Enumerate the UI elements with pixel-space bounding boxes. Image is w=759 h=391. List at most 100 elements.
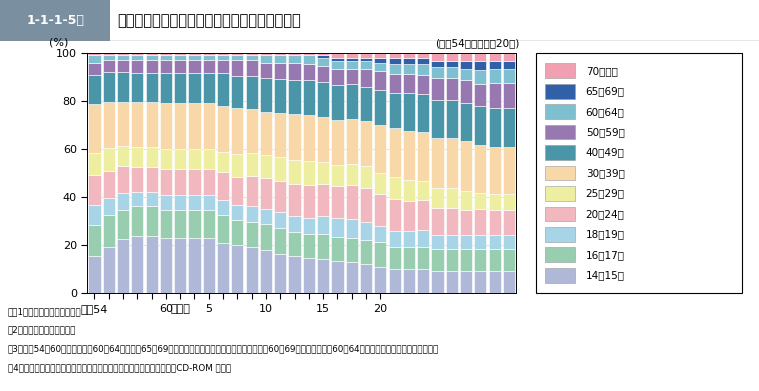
Bar — [88, 205, 100, 224]
Bar — [88, 256, 100, 293]
FancyBboxPatch shape — [546, 84, 575, 99]
Bar — [431, 61, 443, 66]
FancyBboxPatch shape — [546, 248, 575, 262]
Bar — [246, 56, 258, 61]
Bar — [146, 192, 158, 206]
Bar — [403, 53, 415, 58]
Bar — [431, 188, 443, 208]
Bar — [231, 75, 244, 108]
Bar — [474, 53, 487, 61]
Bar — [417, 181, 430, 200]
Bar — [117, 146, 129, 166]
Bar — [431, 208, 443, 235]
Bar — [332, 261, 344, 293]
Bar — [303, 53, 315, 56]
Bar — [117, 72, 129, 102]
Text: 3　昭和54～60年の間は，　60～64歳」と　65～69歳」を区分した統計データがないため，　60～69歳」の人員を　60～64年齢の人員として計上している。: 3 昭和54～60年の間は， 60～64歳」と 65～69歳」を区分した統計デー… — [8, 344, 439, 353]
Bar — [146, 53, 158, 55]
Bar — [489, 53, 501, 61]
Bar — [274, 254, 286, 293]
Text: 4　女子の一般刑法範検挙人員の年齢層別構成比の推移については，CD-ROM 参照。: 4 女子の一般刑法範検挙人員の年齢層別構成比の推移については，CD-ROM 参照… — [8, 363, 231, 372]
Bar — [203, 210, 215, 238]
Bar — [389, 199, 401, 231]
Bar — [460, 69, 472, 81]
Bar — [374, 226, 386, 242]
Bar — [303, 161, 315, 185]
Bar — [146, 167, 158, 192]
Bar — [474, 235, 487, 249]
Bar — [389, 58, 401, 64]
Bar — [174, 53, 186, 55]
Bar — [345, 238, 357, 262]
Bar — [417, 94, 430, 132]
Bar — [217, 60, 229, 73]
Bar — [374, 194, 386, 226]
Bar — [117, 53, 129, 55]
Text: 18・19歳: 18・19歳 — [586, 230, 625, 239]
Bar — [231, 108, 244, 154]
Text: 30～39歳: 30～39歳 — [586, 168, 625, 178]
Bar — [274, 56, 286, 63]
Bar — [131, 73, 143, 102]
Bar — [446, 249, 458, 271]
Bar — [503, 194, 515, 210]
Bar — [160, 210, 172, 238]
Bar — [503, 147, 515, 194]
Bar — [417, 58, 430, 64]
Bar — [131, 55, 143, 60]
FancyBboxPatch shape — [546, 166, 575, 180]
Bar — [203, 55, 215, 60]
Bar — [88, 55, 100, 63]
Bar — [503, 61, 515, 69]
Bar — [446, 100, 458, 138]
Bar — [389, 74, 401, 93]
Bar — [303, 218, 315, 234]
Bar — [446, 66, 458, 78]
Bar — [188, 195, 200, 210]
Bar — [260, 209, 272, 224]
Bar — [174, 195, 186, 210]
Bar — [360, 188, 372, 222]
Bar — [446, 188, 458, 208]
Bar — [460, 235, 472, 249]
Bar — [174, 149, 186, 169]
Bar — [117, 60, 129, 72]
Bar — [374, 72, 386, 90]
Bar — [117, 166, 129, 193]
Bar — [446, 235, 458, 249]
FancyBboxPatch shape — [546, 63, 575, 78]
Bar — [403, 201, 415, 231]
Bar — [345, 69, 357, 84]
Bar — [160, 195, 172, 210]
Bar — [188, 73, 200, 103]
Bar — [345, 84, 357, 119]
Bar — [303, 258, 315, 293]
Bar — [389, 53, 401, 58]
Bar — [246, 176, 258, 206]
Bar — [345, 262, 357, 293]
Bar — [474, 209, 487, 235]
Bar — [131, 147, 143, 167]
Bar — [303, 80, 315, 115]
Bar — [474, 145, 487, 193]
Bar — [288, 256, 301, 293]
Bar — [417, 75, 430, 94]
Bar — [117, 55, 129, 60]
Bar — [217, 215, 229, 243]
Bar — [246, 76, 258, 109]
Bar — [503, 235, 515, 249]
Bar — [174, 103, 186, 149]
FancyBboxPatch shape — [546, 104, 575, 119]
Bar — [360, 222, 372, 240]
Bar — [102, 60, 115, 72]
Text: 50～59歳: 50～59歳 — [586, 127, 625, 137]
Bar — [503, 271, 515, 293]
Bar — [231, 220, 244, 245]
Bar — [303, 64, 315, 80]
Bar — [317, 258, 329, 293]
Bar — [332, 237, 344, 261]
Bar — [403, 93, 415, 131]
Bar — [403, 131, 415, 180]
Bar — [260, 78, 272, 111]
Bar — [102, 170, 115, 197]
